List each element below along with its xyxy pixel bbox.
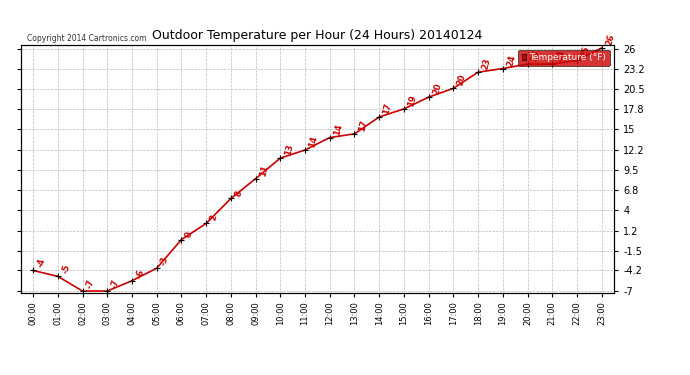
Text: 14: 14 bbox=[332, 122, 344, 136]
Text: 24: 24 bbox=[505, 53, 517, 67]
Text: -5: -5 bbox=[60, 263, 71, 275]
Text: 20: 20 bbox=[431, 82, 443, 96]
Text: 26: 26 bbox=[604, 33, 616, 46]
Text: -6: -6 bbox=[135, 268, 146, 279]
Text: -7: -7 bbox=[110, 278, 121, 290]
Text: Copyright 2014 Cartronics.com: Copyright 2014 Cartronics.com bbox=[27, 33, 146, 42]
Text: 17: 17 bbox=[382, 102, 393, 116]
Text: 8: 8 bbox=[233, 189, 244, 197]
Text: -4: -4 bbox=[36, 258, 47, 269]
Text: 2: 2 bbox=[208, 214, 219, 222]
Text: 19: 19 bbox=[406, 94, 418, 107]
Text: 23: 23 bbox=[480, 57, 492, 71]
Text: -3: -3 bbox=[159, 255, 170, 267]
Text: 20: 20 bbox=[456, 73, 468, 87]
Legend: Temperature (°F): Temperature (°F) bbox=[518, 50, 609, 66]
Text: 17: 17 bbox=[357, 119, 368, 132]
Text: 13: 13 bbox=[283, 143, 295, 157]
Text: -7: -7 bbox=[85, 278, 96, 290]
Text: 23: 23 bbox=[530, 49, 542, 63]
Title: Outdoor Temperature per Hour (24 Hours) 20140124: Outdoor Temperature per Hour (24 Hours) … bbox=[152, 30, 482, 42]
Text: 14: 14 bbox=[308, 135, 319, 148]
Text: 24: 24 bbox=[555, 49, 566, 63]
Text: 0: 0 bbox=[184, 230, 194, 238]
Text: 25: 25 bbox=[580, 45, 591, 59]
Text: 11: 11 bbox=[258, 164, 270, 177]
